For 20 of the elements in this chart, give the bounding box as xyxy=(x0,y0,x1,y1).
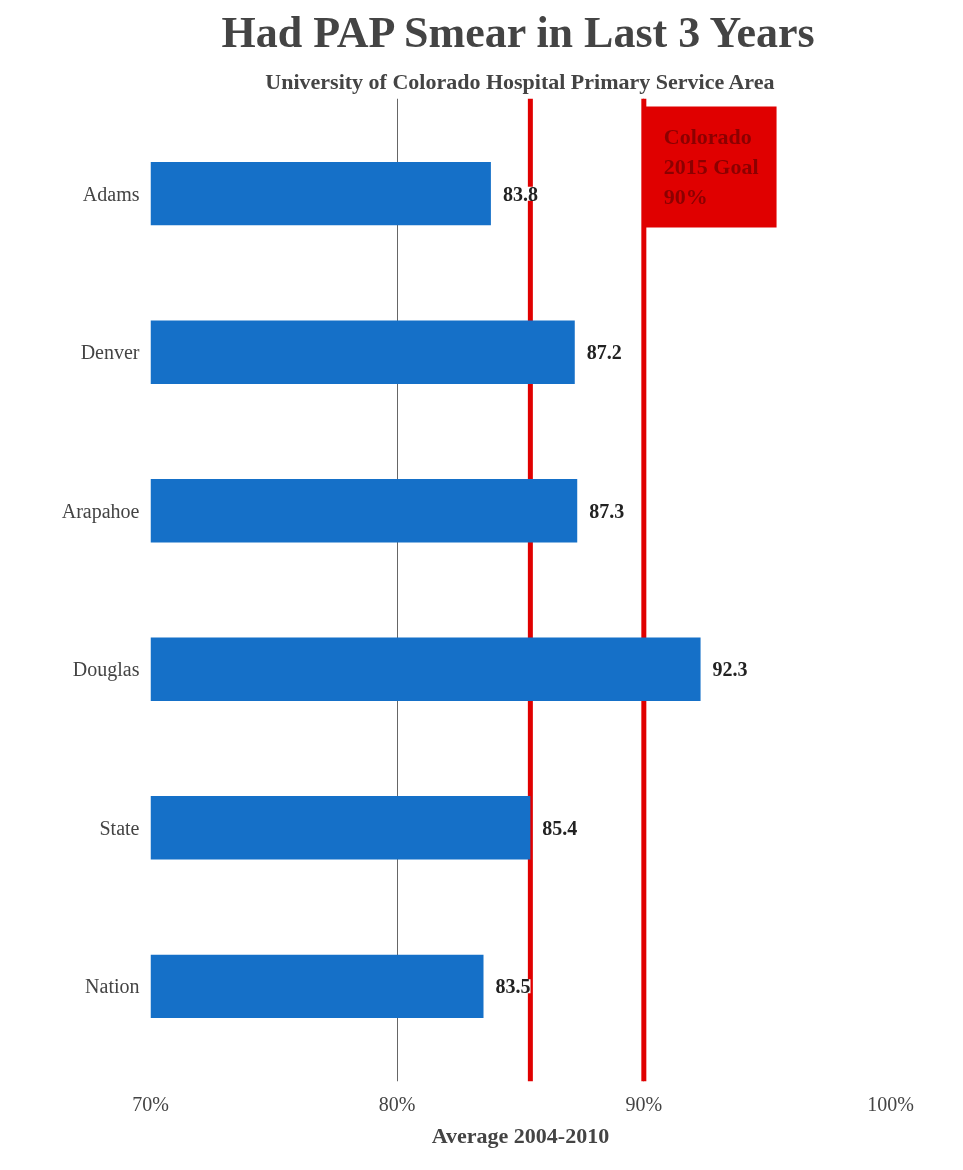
data-label: 87.3 xyxy=(589,499,625,522)
data-label: 83.8 xyxy=(502,182,538,205)
y-tick-label: Arapahoe xyxy=(61,499,140,523)
y-tick-label: Adams xyxy=(82,182,140,205)
x-tick-label: 70% xyxy=(132,1092,169,1115)
x-axis-title: Average 2004-2010 xyxy=(431,1122,610,1148)
x-tick-label: 100% xyxy=(867,1092,914,1115)
x-tick-label: 90% xyxy=(625,1092,663,1115)
chart-title: Had PAP Smear in Last 3 Years xyxy=(221,7,815,57)
y-tick-label: Nation xyxy=(85,975,140,998)
data-label: 83.5 xyxy=(495,975,531,998)
data-label: 92.3 xyxy=(712,658,748,681)
data-label: 85.4 xyxy=(542,816,578,839)
x-tick-label: 80% xyxy=(378,1092,416,1115)
chart-subtitle: University of Colorado Hospital Primary Service Area xyxy=(265,68,775,94)
ref-line-label: Colorado 2015 Goal 90% xyxy=(663,124,759,210)
y-tick-label: Douglas xyxy=(72,658,140,682)
y-tick-label: State xyxy=(99,816,140,839)
data-label: 87.2 xyxy=(586,341,622,364)
y-tick-label: Denver xyxy=(80,341,140,364)
